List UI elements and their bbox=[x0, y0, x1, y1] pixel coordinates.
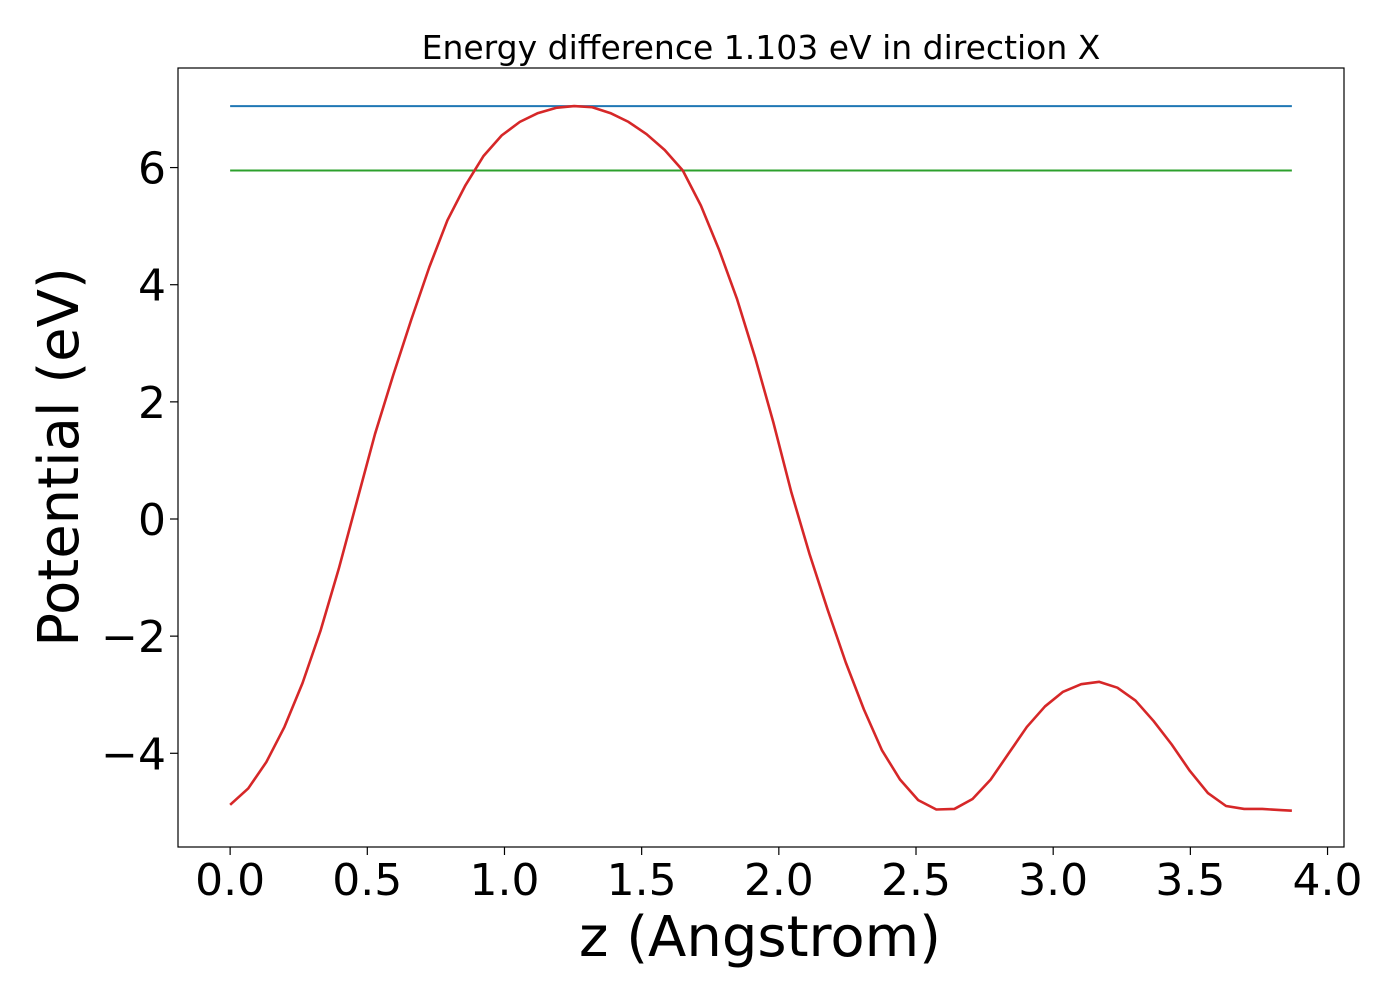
y-tick-label: −2 bbox=[101, 612, 166, 663]
x-tick-label: 1.0 bbox=[469, 855, 539, 906]
x-tick-label: 0.5 bbox=[332, 855, 402, 906]
y-tick-label: 0 bbox=[138, 495, 166, 546]
y-axis-label: Potential (eV) bbox=[27, 267, 92, 647]
y-tick-label: −4 bbox=[101, 729, 166, 780]
x-tick-label: 4.0 bbox=[1293, 855, 1363, 906]
y-axis: −4 −2 0 2 4 6 bbox=[101, 144, 178, 780]
y-tick-label: 4 bbox=[138, 261, 166, 312]
x-axis: 0.0 0.5 1.0 1.5 2.0 2.5 3.0 3.5 4.0 bbox=[195, 847, 1363, 906]
plot-frame bbox=[177, 67, 1345, 848]
x-tick-label: 2.5 bbox=[881, 855, 951, 906]
y-tick-label: 2 bbox=[138, 378, 166, 429]
x-tick-label: 3.5 bbox=[1155, 855, 1225, 906]
x-tick-label: 3.0 bbox=[1018, 855, 1088, 906]
x-tick-label: 0.0 bbox=[195, 855, 265, 906]
x-tick-label: 2.0 bbox=[744, 855, 814, 906]
y-tick-label: 6 bbox=[138, 144, 166, 195]
series-layer bbox=[229, 104, 1292, 812]
x-axis-label: z (Angstrom) bbox=[579, 905, 941, 970]
series-line-0 bbox=[229, 104, 1292, 812]
chart-title: Energy difference 1.103 eV in direction … bbox=[422, 28, 1101, 67]
x-tick-label: 1.5 bbox=[607, 855, 677, 906]
